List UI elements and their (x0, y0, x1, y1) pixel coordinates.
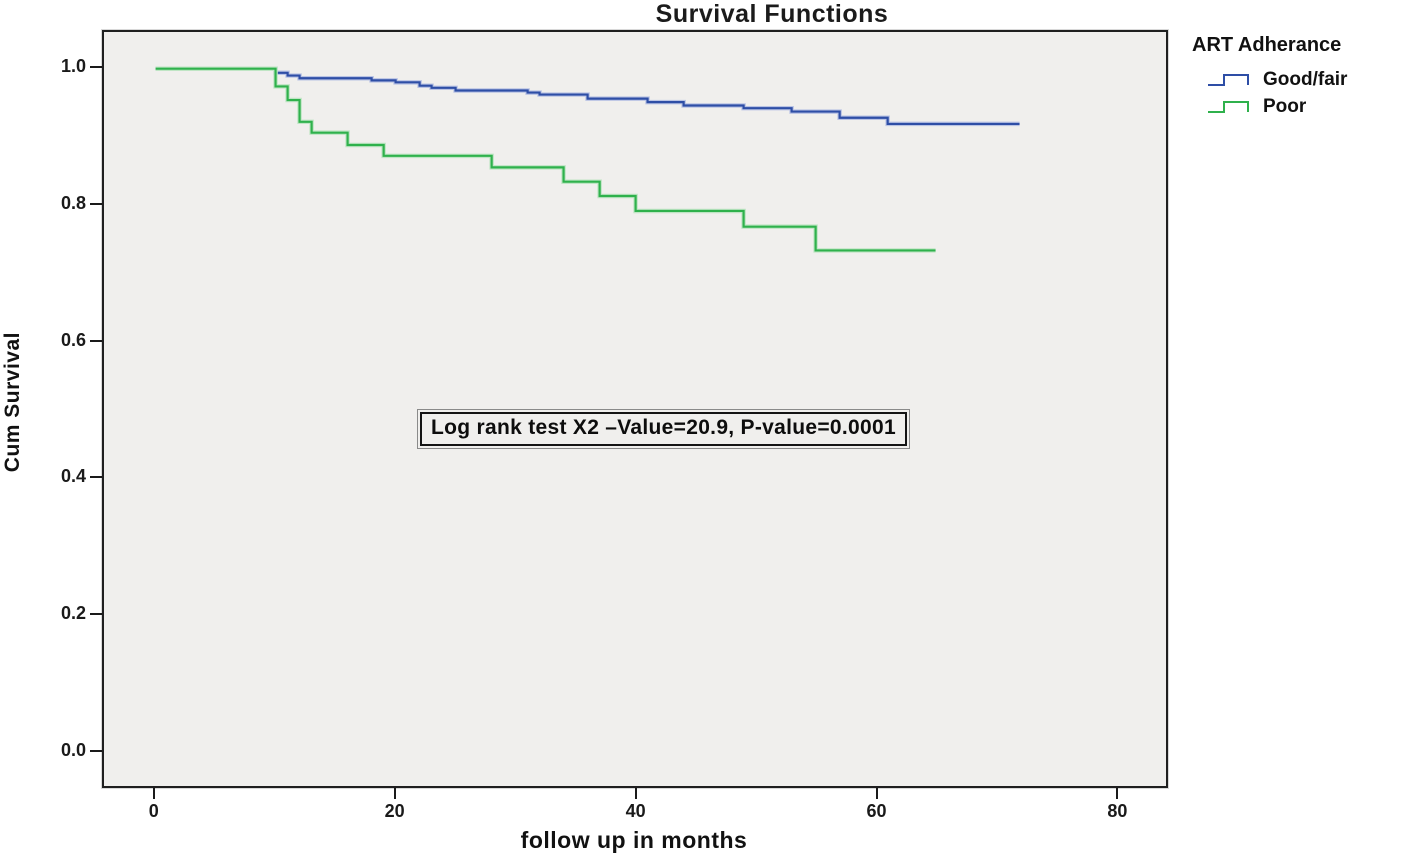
x-tick-label: 40 (625, 801, 646, 821)
y-tick-label: 0.0 (60, 740, 86, 761)
x-tick-mark (393, 788, 396, 799)
legend-items: Good/fair Poor (1206, 66, 1347, 120)
legend-title: ART Adherance (1192, 34, 1342, 56)
x-axis-label: follow up in months (520, 827, 748, 853)
y-tick-label: 0.4 (60, 466, 86, 487)
legend-item-poor: Poor (1206, 93, 1347, 120)
legend: ART Adherance Good/fair Poor (1192, 34, 1347, 120)
annotation-box: Log rank test X2 –Value=20.9, P-value=0.… (417, 409, 910, 449)
y-axis-label: Cum Survival (1, 332, 24, 473)
survival-curve-good-fair (155, 67, 1020, 126)
y-tick-mark (90, 202, 102, 205)
y-tick-mark (90, 750, 102, 753)
legend-label: Poor (1263, 95, 1307, 117)
y-tick-label: 0.2 (60, 603, 86, 624)
x-tick-label: 0 (148, 801, 159, 821)
x-tick-label: 20 (384, 801, 405, 821)
x-tick-label: 80 (1107, 801, 1128, 821)
y-tick-label: 0.8 (60, 192, 86, 213)
y-tick-mark (90, 65, 102, 68)
y-tick-mark (90, 476, 102, 479)
x-tick-mark (634, 788, 637, 799)
y-tick-label: 1.0 (60, 55, 86, 76)
x-tick-mark (1116, 788, 1119, 799)
legend-step-swatch-icon (1208, 100, 1249, 113)
y-tick-label: 0.6 (60, 329, 86, 350)
annotation-text: Log rank test X2 –Value=20.9, P-value=0.… (420, 412, 907, 446)
x-tick-mark (152, 788, 155, 799)
x-tick-mark (875, 788, 878, 799)
y-tick-mark (90, 339, 102, 342)
legend-step-swatch-icon (1208, 73, 1249, 86)
y-tick-mark (90, 613, 102, 616)
legend-label: Good/fair (1263, 68, 1348, 90)
legend-item-good-fair: Good/fair (1206, 66, 1347, 93)
survival-curves-svg (155, 66, 1020, 253)
survival-curve-poor (155, 67, 936, 252)
chart-title: Survival Functions (655, 0, 889, 28)
x-tick-label: 60 (866, 801, 887, 821)
plot-area: Log rank test X2 –Value=20.9, P-value=0.… (102, 30, 1168, 788)
